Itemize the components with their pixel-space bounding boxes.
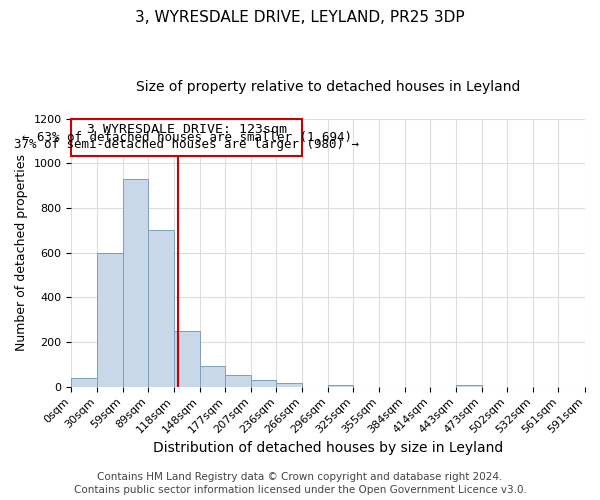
Bar xyxy=(71,378,97,387)
Y-axis label: Number of detached properties: Number of detached properties xyxy=(15,154,28,352)
Bar xyxy=(122,179,148,387)
Text: 37% of semi-detached houses are larger (980) →: 37% of semi-detached houses are larger (… xyxy=(14,138,359,150)
Bar xyxy=(328,384,353,387)
FancyBboxPatch shape xyxy=(71,119,302,156)
Text: 3, WYRESDALE DRIVE, LEYLAND, PR25 3DP: 3, WYRESDALE DRIVE, LEYLAND, PR25 3DP xyxy=(135,10,465,25)
Bar xyxy=(277,383,302,387)
Bar xyxy=(174,332,200,387)
Bar xyxy=(251,380,277,387)
Title: Size of property relative to detached houses in Leyland: Size of property relative to detached ho… xyxy=(136,80,520,94)
Bar xyxy=(456,384,482,387)
Bar xyxy=(97,254,122,387)
Bar xyxy=(225,374,251,387)
Text: ← 63% of detached houses are smaller (1,694): ← 63% of detached houses are smaller (1,… xyxy=(22,131,352,144)
Bar xyxy=(148,230,174,387)
Bar xyxy=(200,366,225,387)
Text: 3 WYRESDALE DRIVE: 123sqm: 3 WYRESDALE DRIVE: 123sqm xyxy=(87,123,287,136)
X-axis label: Distribution of detached houses by size in Leyland: Distribution of detached houses by size … xyxy=(153,441,503,455)
Text: Contains HM Land Registry data © Crown copyright and database right 2024.
Contai: Contains HM Land Registry data © Crown c… xyxy=(74,472,526,495)
